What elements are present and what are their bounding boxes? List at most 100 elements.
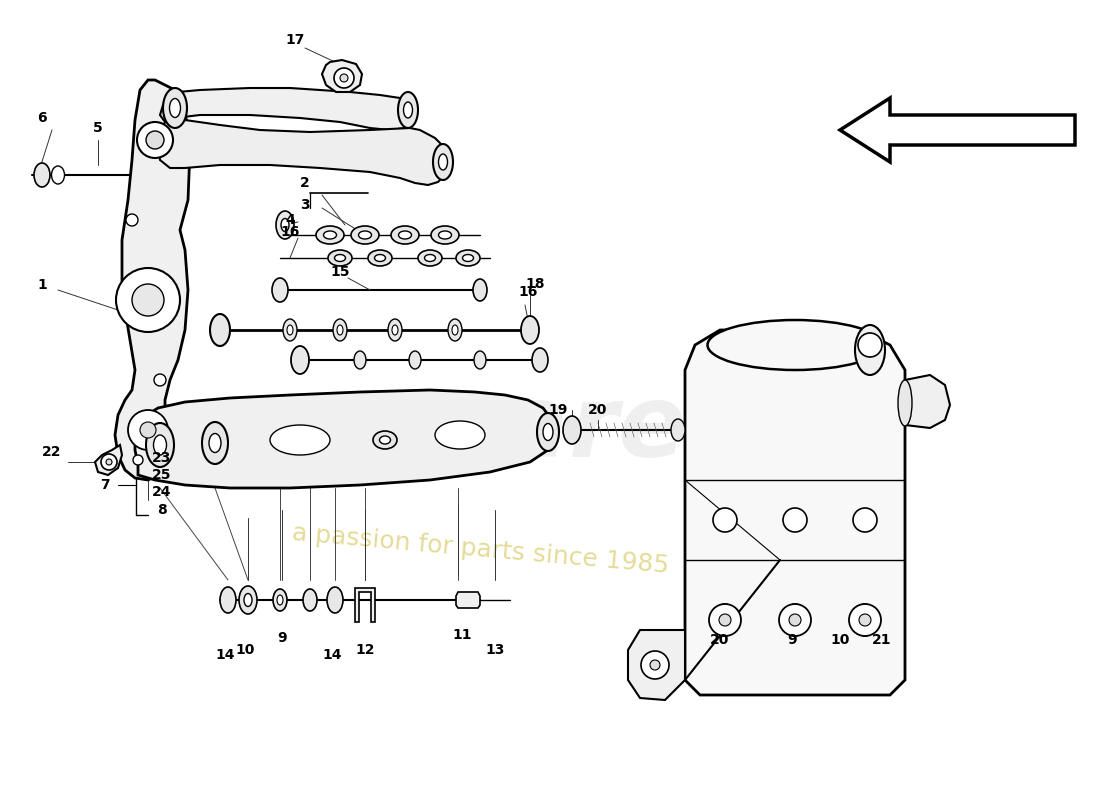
Polygon shape (905, 375, 950, 428)
Circle shape (650, 660, 660, 670)
Ellipse shape (351, 226, 380, 244)
Text: 14: 14 (216, 648, 234, 662)
Circle shape (132, 284, 164, 316)
Circle shape (340, 74, 348, 82)
Ellipse shape (334, 254, 345, 262)
Text: 6: 6 (37, 111, 47, 125)
Ellipse shape (671, 419, 685, 441)
Ellipse shape (433, 144, 453, 180)
Ellipse shape (209, 434, 221, 453)
Text: 22: 22 (42, 445, 62, 459)
Ellipse shape (163, 88, 187, 128)
Ellipse shape (277, 595, 283, 605)
Circle shape (789, 614, 801, 626)
Text: 5: 5 (94, 121, 103, 135)
Text: 9: 9 (277, 631, 287, 645)
Text: 15: 15 (330, 265, 350, 279)
Circle shape (146, 131, 164, 149)
Text: 10: 10 (235, 643, 255, 657)
Polygon shape (158, 115, 448, 185)
Ellipse shape (337, 325, 343, 335)
Text: eurospares: eurospares (113, 382, 746, 478)
Ellipse shape (328, 250, 352, 266)
Ellipse shape (368, 250, 392, 266)
Ellipse shape (359, 231, 372, 239)
Circle shape (116, 268, 180, 332)
Text: 23: 23 (152, 451, 172, 465)
Ellipse shape (398, 92, 418, 128)
Text: 8: 8 (157, 503, 167, 517)
Ellipse shape (390, 226, 419, 244)
Circle shape (859, 614, 871, 626)
Text: 3: 3 (300, 198, 310, 212)
Ellipse shape (404, 102, 412, 118)
Ellipse shape (855, 604, 875, 636)
Circle shape (779, 604, 811, 636)
Ellipse shape (707, 320, 882, 370)
Text: 10: 10 (830, 633, 849, 647)
Ellipse shape (169, 98, 180, 118)
Polygon shape (355, 588, 375, 622)
Text: 1: 1 (37, 278, 47, 292)
Ellipse shape (532, 348, 548, 372)
Polygon shape (840, 98, 1075, 162)
Ellipse shape (409, 351, 421, 369)
Ellipse shape (373, 431, 397, 449)
Ellipse shape (439, 231, 451, 239)
Ellipse shape (715, 604, 735, 636)
Circle shape (783, 508, 807, 532)
Ellipse shape (521, 316, 539, 344)
Circle shape (852, 508, 877, 532)
Circle shape (133, 455, 143, 465)
Ellipse shape (448, 319, 462, 341)
Circle shape (101, 454, 117, 470)
Ellipse shape (473, 279, 487, 301)
Circle shape (138, 122, 173, 158)
Ellipse shape (34, 163, 50, 187)
Polygon shape (628, 630, 685, 700)
Ellipse shape (244, 594, 252, 606)
Ellipse shape (327, 587, 343, 613)
Ellipse shape (392, 325, 398, 335)
Circle shape (858, 333, 882, 357)
Ellipse shape (316, 226, 344, 244)
Ellipse shape (439, 154, 448, 170)
Polygon shape (456, 592, 480, 608)
Circle shape (128, 410, 168, 450)
Ellipse shape (272, 278, 288, 302)
Ellipse shape (374, 254, 385, 262)
Ellipse shape (210, 314, 230, 346)
Ellipse shape (563, 416, 581, 444)
Ellipse shape (785, 604, 805, 636)
Text: 20: 20 (711, 633, 729, 647)
Ellipse shape (276, 211, 294, 239)
Ellipse shape (220, 587, 236, 613)
Ellipse shape (537, 413, 559, 451)
Circle shape (154, 374, 166, 386)
Ellipse shape (452, 325, 458, 335)
Ellipse shape (202, 422, 228, 464)
Ellipse shape (292, 346, 309, 374)
Ellipse shape (418, 250, 442, 266)
Ellipse shape (431, 226, 459, 244)
Circle shape (641, 651, 669, 679)
Ellipse shape (425, 254, 436, 262)
Circle shape (713, 508, 737, 532)
Text: 11: 11 (452, 628, 472, 642)
Ellipse shape (270, 425, 330, 455)
Text: a passion for parts since 1985: a passion for parts since 1985 (290, 522, 670, 578)
Text: 19: 19 (548, 403, 568, 417)
Ellipse shape (273, 589, 287, 611)
Text: 14: 14 (322, 648, 342, 662)
Circle shape (140, 422, 156, 438)
Polygon shape (95, 445, 122, 475)
Text: 16: 16 (280, 225, 299, 239)
Circle shape (710, 604, 741, 636)
Text: 7: 7 (100, 478, 110, 492)
Circle shape (849, 604, 881, 636)
Text: 17: 17 (285, 33, 305, 47)
Circle shape (334, 68, 354, 88)
Polygon shape (685, 330, 905, 695)
Text: 20: 20 (588, 403, 607, 417)
Circle shape (106, 459, 112, 465)
